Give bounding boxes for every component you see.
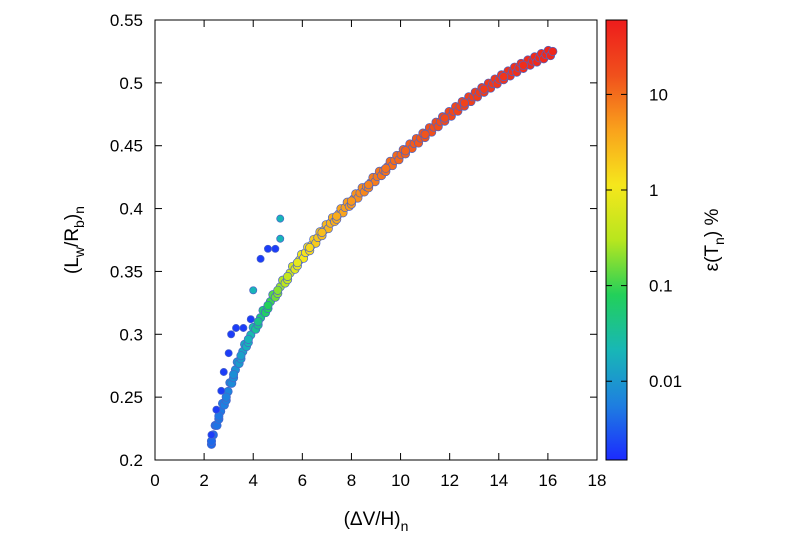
colorbar-tick-label: 0.1: [649, 277, 673, 296]
curve-point: [317, 227, 327, 238]
curve-point: [420, 129, 430, 139]
curve-point: [459, 98, 469, 108]
colorbar-tick-label: 10: [649, 85, 668, 104]
outlier-point: [246, 315, 255, 324]
outlier-point: [249, 286, 258, 295]
outlier-point: [232, 324, 240, 332]
y-tick-label: 0.5: [119, 74, 143, 93]
curve-point: [229, 369, 239, 380]
curve-point: [364, 180, 374, 190]
x-tick-label: 12: [440, 471, 459, 490]
outlier-point: [276, 234, 285, 243]
y-tick-label: 0.35: [110, 262, 143, 281]
x-tick-label: 6: [298, 471, 307, 490]
curve-point: [518, 60, 528, 70]
outlier-point: [227, 330, 236, 339]
outlier-point: [219, 368, 228, 376]
colorbar: 0.01 0.1 1 10 ε(Tn) %: [605, 19, 727, 461]
curve-point: [273, 285, 283, 295]
x-tick-label: 16: [538, 471, 557, 490]
curve-point: [253, 317, 263, 327]
x-tick-label: 4: [248, 471, 257, 490]
curve-point: [332, 211, 342, 221]
curve-point: [263, 300, 273, 310]
outlier-point: [217, 386, 226, 395]
plot-frame: [154, 19, 598, 461]
y-axis: 0.2 0.25 0.3 0.35 0.4 0.45 0.5 0.55: [110, 11, 597, 470]
outlier-point: [264, 244, 272, 253]
y-tick-label: 0.25: [110, 388, 143, 407]
colorbar-label: ε(Tn) %: [702, 209, 727, 272]
curve-point: [479, 84, 489, 94]
outlier-point: [276, 214, 285, 223]
curve-point: [440, 113, 450, 123]
y-tick-label: 0.45: [110, 137, 143, 156]
y-tick-label: 0.3: [119, 325, 143, 344]
y-axis-label: (Lw/Rb)n: [62, 206, 87, 274]
colorbar-ticks: 0.01 0.1 1 10: [606, 85, 682, 391]
x-tick-label: 0: [150, 471, 159, 490]
curve-point: [499, 72, 509, 82]
colorbar-gradient: [605, 19, 628, 461]
curve-point: [243, 334, 253, 344]
x-tick-label: 2: [199, 471, 208, 490]
x-axis-label: (ΔV/H)n: [344, 509, 409, 534]
x-tick-label: 8: [347, 471, 356, 490]
curve-point: [292, 258, 302, 268]
outlier-point: [207, 430, 216, 439]
curve-point: [400, 146, 411, 156]
curve-point: [305, 242, 315, 253]
curve-point: [236, 351, 246, 361]
y-tick-label: 0.55: [110, 11, 143, 30]
curve-point: [381, 163, 391, 173]
x-axis: 0 2 4 6 8 10 12 14 16 18: [150, 20, 606, 490]
outlier-point: [239, 324, 248, 332]
curve-point: [346, 196, 356, 206]
colorbar-tick-label: 0.01: [649, 372, 682, 391]
data-points: [206, 45, 558, 449]
curve-point: [548, 46, 558, 56]
x-tick-label: 10: [391, 471, 410, 490]
x-tick-label: 14: [489, 471, 508, 490]
curve-point: [283, 271, 293, 282]
outlier-point: [256, 254, 265, 263]
colorbar-tick-label: 1: [649, 181, 658, 200]
y-tick-label: 0.2: [119, 451, 143, 470]
y-tick-label: 0.4: [119, 200, 143, 219]
outlier-point: [224, 349, 233, 358]
outlier-point: [212, 405, 221, 414]
x-tick-label: 18: [588, 471, 607, 490]
curve-point: [221, 392, 231, 402]
outlier-point: [271, 244, 280, 253]
